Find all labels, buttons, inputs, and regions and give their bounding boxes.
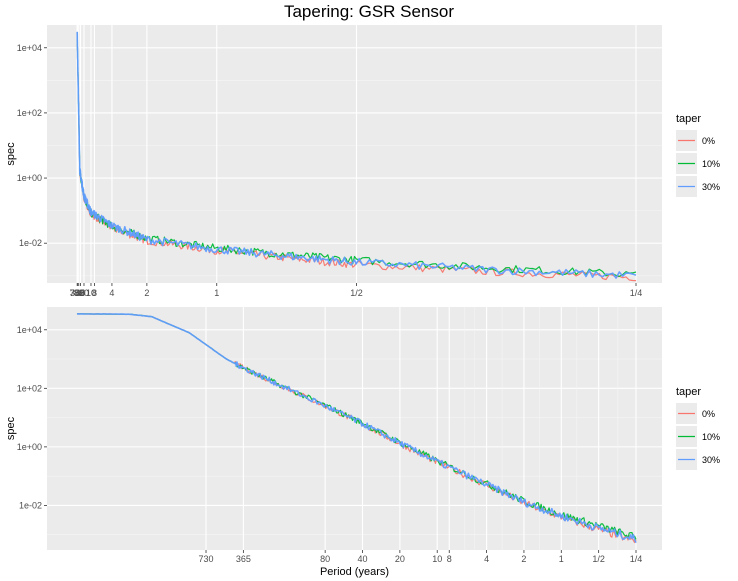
x-tick-label: 4 xyxy=(109,288,114,298)
x-tick-label: 1/2 xyxy=(592,554,605,564)
y-tick-label: 1e+02 xyxy=(17,108,42,118)
y-axis-title: spec xyxy=(5,416,17,440)
x-tick-label: 1 xyxy=(214,288,219,298)
x-tick-label: 10 xyxy=(432,554,442,564)
x-tick-label: 1/4 xyxy=(630,288,643,298)
x-tick-label: 1/4 xyxy=(630,554,643,564)
x-tick-label: 80 xyxy=(320,554,330,564)
x-tick-label: 4 xyxy=(484,554,489,564)
legend-label: 30% xyxy=(702,455,720,465)
x-tick-label: 2 xyxy=(521,554,526,564)
x-tick-label: 80 xyxy=(74,288,84,298)
series-line-30% xyxy=(76,31,637,279)
legend-label: 10% xyxy=(702,432,720,442)
panel-background-bottom xyxy=(47,307,662,550)
y-tick-label: 1e+00 xyxy=(17,442,42,452)
x-tick-label: 40 xyxy=(75,288,85,298)
legend-label: 30% xyxy=(702,182,720,192)
x-tick-label: 8 xyxy=(92,288,97,298)
series-line-30% xyxy=(76,313,637,544)
legend-title: taper xyxy=(676,113,701,125)
y-tick-label: 1e+04 xyxy=(17,43,42,53)
legend-label: 0% xyxy=(702,136,715,146)
y-tick-label: 1e+02 xyxy=(17,383,42,393)
x-tick-label: 365 xyxy=(236,554,251,564)
x-tick-label: 730 xyxy=(70,288,85,298)
y-tick-label: 1e+00 xyxy=(17,173,42,183)
legend-label: 10% xyxy=(702,159,720,169)
x-tick-label: 365 xyxy=(70,288,85,298)
y-axis-title: spec xyxy=(5,142,17,166)
legend-label: 0% xyxy=(702,409,715,419)
x-tick-label: 2 xyxy=(144,288,149,298)
legend-title: taper xyxy=(676,386,701,398)
x-tick-label: 10 xyxy=(86,288,96,298)
y-tick-label: 1e-02 xyxy=(19,238,42,248)
x-tick-label: 730 xyxy=(198,554,213,564)
x-tick-label: 1/2 xyxy=(350,288,363,298)
x-tick-label: 1 xyxy=(559,554,564,564)
x-tick-label: 20 xyxy=(395,554,405,564)
chart-title: Tapering: GSR Sensor xyxy=(283,2,455,21)
y-tick-label: 1e-02 xyxy=(19,500,42,510)
x-tick-label: 40 xyxy=(358,554,368,564)
y-tick-label: 1e+04 xyxy=(17,325,42,335)
x-tick-label: 20 xyxy=(79,288,89,298)
x-tick-label: 8 xyxy=(447,554,452,564)
x-axis-title: Period (years) xyxy=(320,566,389,578)
panel-background-top xyxy=(47,25,662,283)
